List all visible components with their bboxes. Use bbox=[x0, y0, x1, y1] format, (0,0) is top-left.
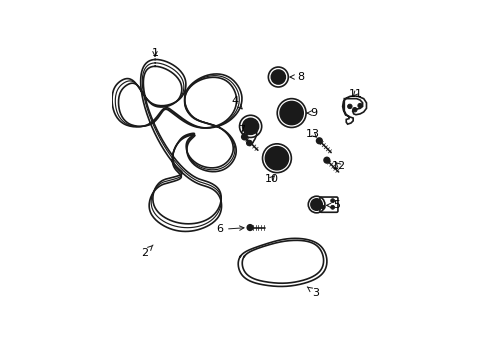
Text: 10: 10 bbox=[264, 174, 278, 184]
Circle shape bbox=[282, 104, 300, 122]
Text: 11: 11 bbox=[347, 89, 362, 99]
Circle shape bbox=[321, 205, 325, 209]
Polygon shape bbox=[244, 125, 256, 145]
Circle shape bbox=[248, 123, 252, 128]
Circle shape bbox=[315, 203, 317, 206]
Circle shape bbox=[276, 75, 280, 79]
Circle shape bbox=[242, 118, 258, 134]
Text: 8: 8 bbox=[289, 72, 304, 82]
Circle shape bbox=[273, 72, 282, 81]
Circle shape bbox=[248, 124, 252, 129]
Circle shape bbox=[280, 102, 303, 125]
Text: 6: 6 bbox=[216, 225, 244, 234]
Circle shape bbox=[352, 108, 356, 112]
Circle shape bbox=[316, 138, 322, 144]
Circle shape bbox=[357, 103, 362, 108]
Polygon shape bbox=[342, 96, 366, 124]
Text: 2: 2 bbox=[141, 245, 153, 258]
Circle shape bbox=[245, 121, 255, 132]
Circle shape bbox=[271, 70, 285, 84]
Circle shape bbox=[330, 205, 334, 209]
Circle shape bbox=[267, 149, 285, 167]
Circle shape bbox=[313, 201, 319, 208]
Circle shape bbox=[347, 104, 351, 109]
Circle shape bbox=[285, 107, 297, 120]
Circle shape bbox=[324, 157, 329, 163]
Text: 12: 12 bbox=[331, 161, 346, 171]
Text: 13: 13 bbox=[305, 129, 319, 139]
Circle shape bbox=[273, 154, 280, 162]
Text: 3: 3 bbox=[306, 287, 319, 298]
Circle shape bbox=[289, 112, 292, 114]
Circle shape bbox=[246, 140, 251, 146]
Text: 1: 1 bbox=[151, 48, 158, 58]
Text: 4: 4 bbox=[231, 96, 242, 109]
Circle shape bbox=[265, 147, 288, 170]
Circle shape bbox=[270, 152, 283, 165]
Circle shape bbox=[247, 225, 252, 230]
Text: 7: 7 bbox=[238, 125, 247, 135]
Text: 9: 9 bbox=[306, 108, 317, 118]
Circle shape bbox=[287, 109, 295, 117]
Circle shape bbox=[241, 134, 247, 140]
Circle shape bbox=[330, 199, 334, 203]
Circle shape bbox=[275, 157, 278, 160]
Text: 5: 5 bbox=[326, 201, 340, 210]
Circle shape bbox=[310, 199, 322, 210]
FancyBboxPatch shape bbox=[319, 197, 337, 212]
